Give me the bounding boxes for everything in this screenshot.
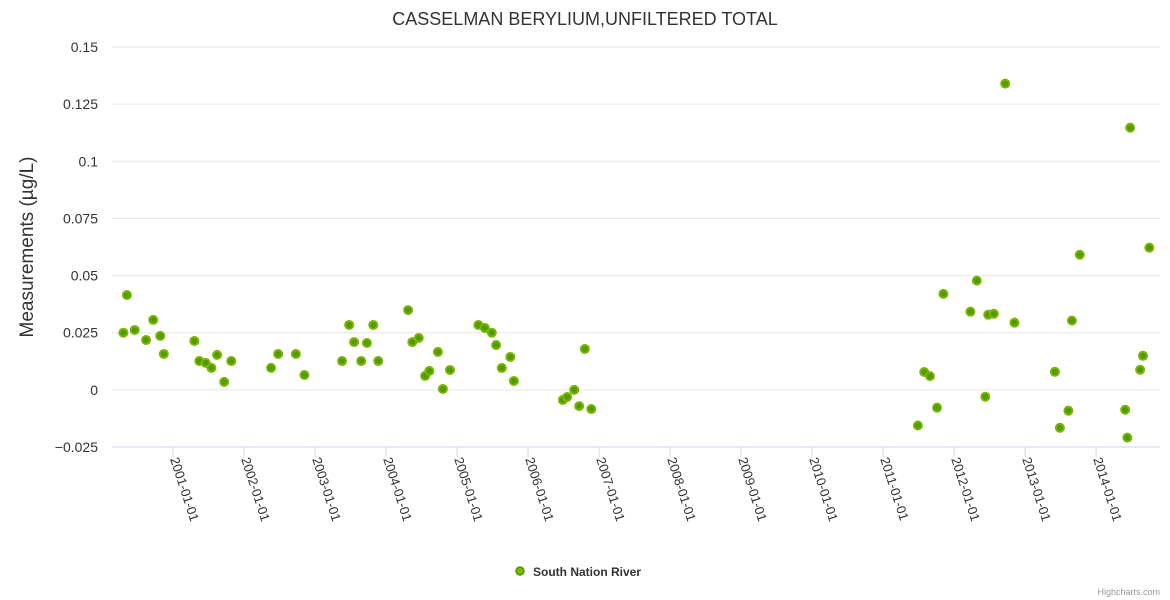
credits-link[interactable]: Highcharts.com [1097,587,1160,597]
data-point[interactable] [356,356,367,367]
y-tick-label: 0.1 [79,153,99,169]
data-point[interactable] [349,337,360,348]
data-point[interactable] [1144,242,1155,253]
legend-item[interactable]: South Nation River [515,565,641,579]
data-point[interactable] [562,391,573,402]
data-point[interactable] [1063,405,1074,416]
data-point[interactable] [158,348,169,359]
x-tick-label: 2007-01-01 [593,455,628,523]
data-point[interactable] [505,351,516,362]
data-point[interactable] [1049,366,1060,377]
data-point[interactable] [924,371,935,382]
x-tick-label: 2005-01-01 [451,455,486,523]
y-tick-label: 0.05 [71,268,98,284]
data-point[interactable] [118,327,129,338]
grid-lines [112,46,1160,448]
y-tick-label: 0.075 [63,210,98,226]
data-point[interactable] [437,383,448,394]
data-point[interactable] [337,356,348,367]
data-point[interactable] [219,376,230,387]
data-point[interactable] [486,327,497,338]
x-tick-label: 2008-01-01 [664,455,699,523]
x-tick-label: 2003-01-01 [309,455,344,523]
data-point[interactable] [413,332,424,343]
data-point[interactable] [155,330,166,341]
x-tick-label: 2014-01-01 [1090,455,1125,523]
y-tick-label: 0.15 [71,39,98,55]
data-point[interactable] [932,402,943,413]
data-point[interactable] [1137,350,1148,361]
data-point[interactable] [574,401,585,412]
x-tick-label: 2009-01-01 [735,455,770,523]
data-point[interactable] [361,338,372,348]
y-tick-label: 0 [90,382,98,398]
data-point[interactable] [569,384,580,395]
data-point[interactable] [189,335,200,346]
data-point[interactable] [212,349,223,360]
data-point[interactable] [1000,78,1011,89]
data-point[interactable] [1122,432,1133,443]
data-point[interactable] [938,288,949,299]
data-point[interactable] [424,365,435,376]
data-point[interactable] [344,319,355,330]
data-point[interactable] [1074,249,1085,260]
data-point[interactable] [579,343,590,354]
legend-marker [515,566,525,576]
data-point[interactable] [586,404,597,415]
x-tick-label: 2013-01-01 [1019,455,1054,523]
x-tick-label: 2012-01-01 [948,455,983,523]
data-point[interactable] [1135,364,1146,375]
data-point[interactable] [965,306,976,317]
data-point[interactable] [491,340,502,351]
y-axis-title: Measurements (µg/L) [17,157,38,338]
x-tick-label: 2001-01-01 [167,455,202,523]
data-point[interactable] [496,362,507,373]
data-point[interactable] [148,314,159,325]
data-point[interactable] [1125,122,1136,133]
x-tick-label: 2006-01-01 [522,455,557,523]
data-point[interactable] [299,370,310,380]
chart-title: CASSELMAN BERYLIUM,UNFILTERED TOTAL [392,9,777,29]
data-point[interactable] [980,391,991,402]
data-point[interactable] [226,356,237,367]
data-point[interactable] [121,290,132,300]
data-point[interactable] [1054,422,1065,433]
data-point[interactable] [403,305,414,316]
data-point[interactable] [266,362,277,373]
data-point[interactable] [290,348,301,359]
data-point[interactable] [971,275,982,286]
legend-label[interactable]: South Nation River [533,565,641,579]
data-point[interactable] [373,356,384,367]
y-axis-ticks: −0.025 0 0.025 0.05 0.075 0.1 0.125 0.15 [55,39,98,455]
x-axis-ticks: 2001-01-01 2002-01-01 2003-01-01 2004-01-01… [167,447,1125,523]
data-point[interactable] [912,420,923,431]
data-point[interactable] [988,308,999,319]
y-tick-label: 0.125 [63,96,98,112]
data-point[interactable] [432,346,443,357]
data-point[interactable] [508,375,519,386]
data-point[interactable] [1009,317,1020,328]
data-point[interactable] [141,335,152,346]
series-south-nation-river [118,78,1155,443]
y-tick-label: 0.025 [63,325,98,341]
y-tick-label: −0.025 [55,439,98,455]
data-point[interactable] [1066,315,1077,326]
data-point[interactable] [479,322,490,333]
x-tick-label: 2004-01-01 [380,455,415,523]
data-point[interactable] [206,362,217,373]
data-point[interactable] [368,319,379,330]
data-point[interactable] [273,348,284,359]
data-point[interactable] [129,324,140,335]
data-point[interactable] [444,364,455,375]
x-tick-label: 2010-01-01 [806,455,841,523]
x-tick-label: 2002-01-01 [238,455,273,523]
x-tick-label: 2011-01-01 [877,455,912,522]
data-point[interactable] [1120,404,1131,415]
